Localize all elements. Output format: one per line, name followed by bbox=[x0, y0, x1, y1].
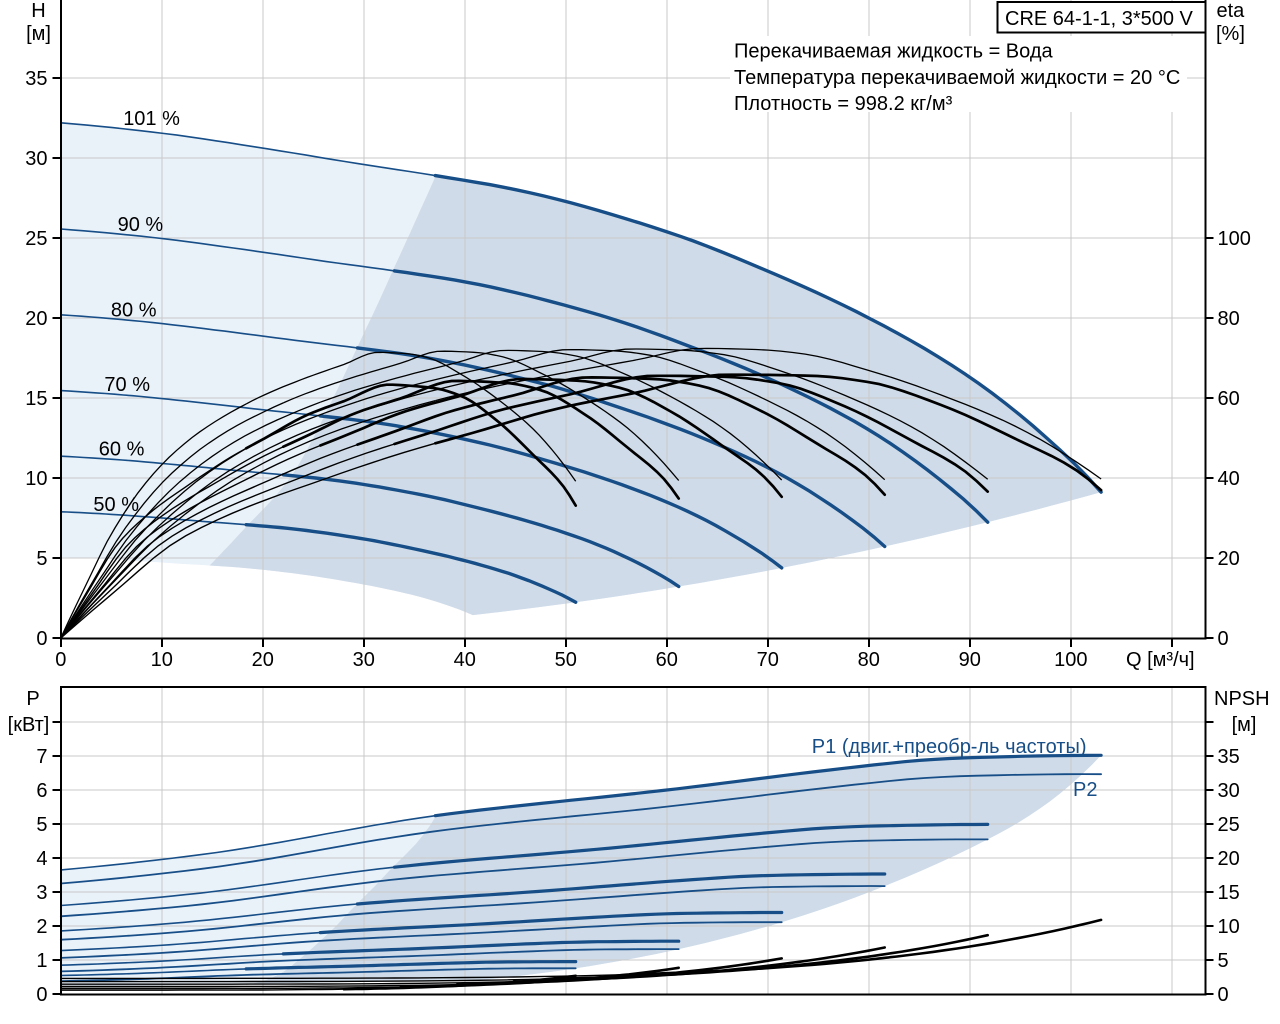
svg-text:80: 80 bbox=[1218, 308, 1240, 330]
svg-text:0: 0 bbox=[1218, 984, 1229, 1006]
svg-text:[кВт]: [кВт] bbox=[8, 714, 50, 736]
svg-text:20: 20 bbox=[1218, 848, 1240, 870]
svg-text:90: 90 bbox=[959, 649, 981, 671]
svg-text:50 %: 50 % bbox=[93, 494, 139, 516]
svg-text:Перекачиваемая жидкость = Вода: Перекачиваемая жидкость = Вода bbox=[734, 41, 1054, 63]
svg-text:0: 0 bbox=[36, 628, 47, 650]
svg-text:CRE 64-1-1, 3*500 V: CRE 64-1-1, 3*500 V bbox=[1005, 8, 1194, 30]
svg-text:40: 40 bbox=[1218, 468, 1240, 490]
svg-text:0: 0 bbox=[55, 649, 66, 671]
svg-text:2: 2 bbox=[36, 916, 47, 938]
svg-text:10: 10 bbox=[25, 468, 47, 490]
svg-text:50: 50 bbox=[555, 649, 577, 671]
svg-text:Q [м³/ч]: Q [м³/ч] bbox=[1126, 649, 1195, 671]
svg-text:Температура перекачиваемой жид: Температура перекачиваемой жидкости = 20… bbox=[734, 67, 1180, 89]
svg-text:70: 70 bbox=[757, 649, 779, 671]
svg-text:4: 4 bbox=[36, 848, 47, 870]
svg-text:30: 30 bbox=[353, 649, 375, 671]
svg-text:P: P bbox=[26, 688, 39, 710]
svg-text:eta: eta bbox=[1217, 0, 1246, 22]
svg-text:NPSH: NPSH bbox=[1214, 688, 1270, 710]
svg-text:100: 100 bbox=[1054, 649, 1087, 671]
svg-text:3: 3 bbox=[36, 882, 47, 904]
svg-text:60: 60 bbox=[1218, 388, 1240, 410]
svg-text:10: 10 bbox=[1218, 916, 1240, 938]
svg-text:[м]: [м] bbox=[1232, 714, 1257, 736]
svg-text:P2: P2 bbox=[1073, 779, 1097, 801]
svg-text:90 %: 90 % bbox=[118, 214, 164, 236]
svg-text:15: 15 bbox=[1218, 882, 1240, 904]
svg-text:80: 80 bbox=[858, 649, 880, 671]
svg-text:60 %: 60 % bbox=[99, 439, 145, 461]
svg-text:P1 (двиг.+преобр-ль частоты): P1 (двиг.+преобр-ль частоты) bbox=[812, 736, 1087, 758]
svg-text:H: H bbox=[31, 0, 45, 22]
svg-text:60: 60 bbox=[656, 649, 678, 671]
svg-text:6: 6 bbox=[36, 780, 47, 802]
svg-text:101 %: 101 % bbox=[123, 108, 180, 130]
svg-text:5: 5 bbox=[1218, 950, 1229, 972]
svg-text:25: 25 bbox=[1218, 814, 1240, 836]
svg-text:7: 7 bbox=[36, 746, 47, 768]
svg-text:30: 30 bbox=[1218, 780, 1240, 802]
svg-text:[%]: [%] bbox=[1216, 23, 1245, 45]
svg-text:[м]: [м] bbox=[26, 23, 51, 45]
svg-text:1: 1 bbox=[36, 950, 47, 972]
svg-text:15: 15 bbox=[25, 388, 47, 410]
svg-text:5: 5 bbox=[36, 548, 47, 570]
svg-text:25: 25 bbox=[25, 228, 47, 250]
svg-text:5: 5 bbox=[36, 814, 47, 836]
svg-text:35: 35 bbox=[1218, 746, 1240, 768]
svg-text:20: 20 bbox=[252, 649, 274, 671]
svg-text:10: 10 bbox=[151, 649, 173, 671]
svg-text:100: 100 bbox=[1218, 228, 1251, 250]
svg-text:20: 20 bbox=[25, 308, 47, 330]
svg-text:20: 20 bbox=[1218, 548, 1240, 570]
svg-text:0: 0 bbox=[1218, 628, 1229, 650]
svg-text:30: 30 bbox=[25, 148, 47, 170]
svg-text:35: 35 bbox=[25, 68, 47, 90]
svg-text:0: 0 bbox=[36, 984, 47, 1006]
svg-text:40: 40 bbox=[454, 649, 476, 671]
svg-text:70 %: 70 % bbox=[104, 374, 150, 396]
svg-text:Плотность = 998.2 кг/м³: Плотность = 998.2 кг/м³ bbox=[734, 93, 953, 115]
svg-text:80 %: 80 % bbox=[111, 300, 157, 322]
